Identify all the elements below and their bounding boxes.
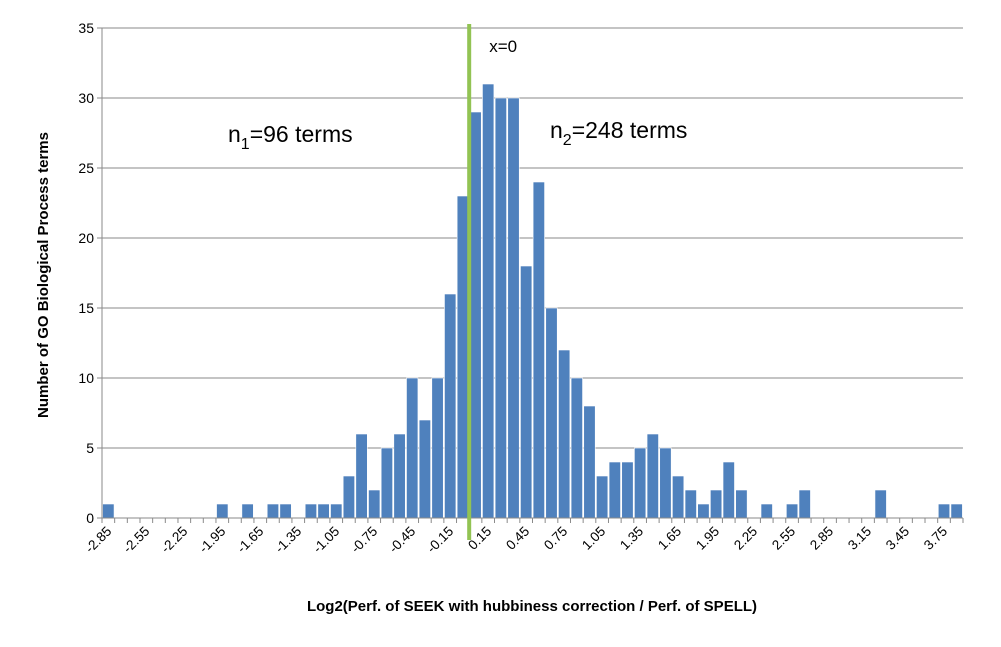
bar (608, 461, 621, 519)
x-tick-label: -1.95 (196, 524, 228, 556)
bar (760, 503, 773, 519)
x-tick-label: 1.05 (579, 524, 608, 553)
x-tick-label: 1.35 (617, 524, 646, 553)
bar (558, 349, 571, 519)
bar (950, 503, 963, 519)
bar (786, 503, 799, 519)
x-tick-label: -2.55 (120, 524, 152, 556)
x-tick-label: -0.15 (424, 524, 456, 556)
bar (545, 307, 558, 519)
bar (304, 503, 317, 519)
x-tick-label: 3.75 (921, 524, 950, 553)
bar (697, 503, 710, 519)
y-tick-label: 35 (78, 20, 94, 36)
bar (735, 489, 748, 519)
gridlines (102, 27, 963, 449)
bar (659, 447, 672, 519)
zero-line-group: x=0 (467, 24, 517, 540)
bar (393, 433, 406, 519)
y-tick-label: 20 (78, 230, 94, 246)
x-tick-label: 2.55 (769, 524, 798, 553)
bar (596, 475, 609, 519)
bar (532, 181, 545, 519)
x-tick-label: -0.75 (348, 524, 380, 556)
annotation-n2: n2=248 terms (550, 117, 687, 149)
bar (798, 489, 811, 519)
y-tick-label: 15 (78, 300, 94, 316)
bar (520, 265, 533, 519)
bar (368, 489, 381, 519)
bar (646, 433, 659, 519)
bar (456, 195, 469, 519)
bar (342, 475, 355, 519)
y-tick-label: 10 (78, 370, 94, 386)
axes (97, 27, 964, 523)
bar (317, 503, 330, 519)
bar (355, 433, 368, 519)
bar (330, 503, 343, 519)
bar (507, 97, 520, 519)
bar (406, 377, 419, 519)
y-tick-label: 25 (78, 160, 94, 176)
bar (494, 97, 507, 519)
x-tick-label: -2.25 (158, 524, 190, 556)
bars (102, 83, 963, 519)
x-tick-label: 3.45 (883, 524, 912, 553)
bar (937, 503, 951, 519)
x-axis-label: Log2(Perf. of SEEK with hubbiness correc… (307, 598, 757, 615)
x-tick-label: -0.45 (386, 524, 418, 556)
bar (102, 503, 115, 519)
y-tick-labels: 0 5 10 15 20 25 30 35 (78, 20, 94, 526)
x-tick-label: 2.25 (731, 524, 760, 553)
x-tick-label: -1.35 (272, 524, 304, 556)
bar (672, 475, 685, 519)
bar (621, 461, 634, 519)
x-tick-label: -1.65 (234, 524, 266, 556)
bar (418, 419, 431, 519)
bar (722, 461, 735, 519)
bar (482, 83, 495, 519)
y-axis-label: Number of GO Biological Process terms (35, 132, 52, 418)
bar (874, 489, 887, 519)
bar (380, 447, 393, 519)
y-tick-label: 5 (86, 440, 94, 456)
x-tick-label: 1.65 (655, 524, 684, 553)
y-tick-label: 30 (78, 90, 94, 106)
bar (570, 377, 583, 519)
bar (241, 503, 254, 519)
bar (444, 293, 457, 519)
x-tick-label: 3.15 (845, 524, 874, 553)
x-tick-label: 2.85 (807, 524, 836, 553)
x-tick-labels: -2.85 -2.55 -2.25 -1.95 -1.65 -1.35 -1.05 -0.75… (82, 524, 950, 556)
bar (266, 503, 279, 519)
x-tick-label: -1.05 (310, 524, 342, 556)
x-tick-label: 0.75 (541, 524, 570, 553)
bar (710, 489, 723, 519)
y-tick-label: 0 (86, 510, 94, 526)
bar (684, 489, 697, 519)
bar (216, 503, 229, 519)
bar (583, 405, 596, 519)
x-tick-label: -2.85 (82, 524, 114, 556)
x-tick-label: 0.45 (503, 524, 532, 553)
bar (634, 447, 647, 519)
bar (469, 111, 482, 519)
bar (431, 377, 444, 519)
zero-line-label: x=0 (489, 37, 517, 56)
x-tick-label: 1.95 (693, 524, 722, 553)
annotation-n1: n1=96 terms (228, 121, 353, 153)
bar (279, 503, 292, 519)
